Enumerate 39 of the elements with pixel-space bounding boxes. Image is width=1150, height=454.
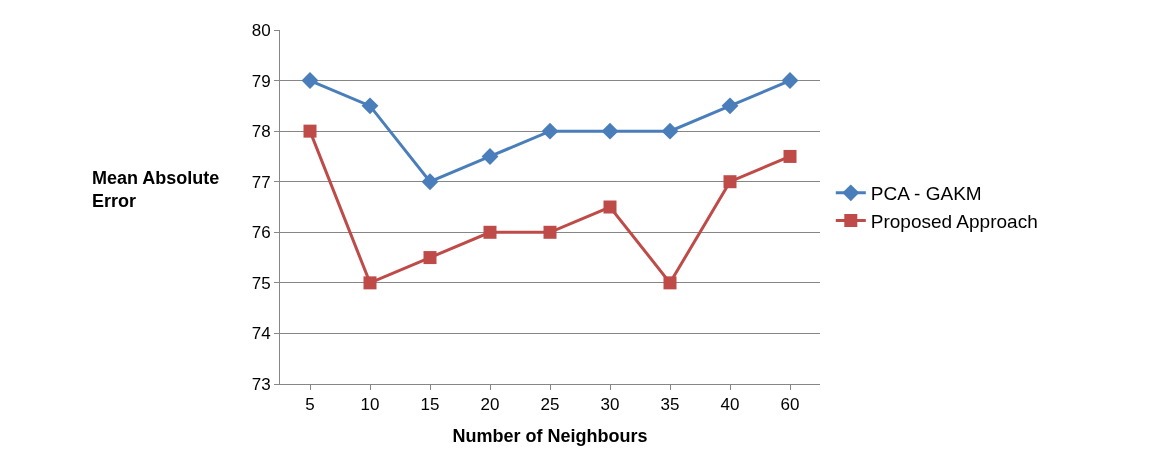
point bbox=[543, 225, 557, 239]
y-tick-label: 74 bbox=[251, 324, 271, 344]
y-tick-label: 78 bbox=[251, 122, 271, 142]
y-tick-label: 76 bbox=[251, 223, 271, 243]
x-tick-label: 15 bbox=[420, 395, 440, 415]
y-tick-label: 77 bbox=[251, 172, 271, 192]
point bbox=[783, 149, 797, 163]
point bbox=[721, 97, 739, 115]
x-tick-label: 35 bbox=[660, 395, 680, 415]
point bbox=[663, 276, 677, 290]
point bbox=[421, 173, 439, 191]
point bbox=[301, 72, 319, 90]
point bbox=[603, 200, 617, 214]
point bbox=[601, 122, 619, 140]
point bbox=[363, 276, 377, 290]
y-tick-label: 80 bbox=[251, 20, 271, 40]
legend-label: PCA - GAKM bbox=[870, 183, 982, 205]
legend-label: Proposed Approach bbox=[870, 210, 1038, 232]
point bbox=[481, 147, 499, 165]
point bbox=[723, 175, 737, 189]
point bbox=[541, 122, 559, 140]
x-tick-label: 30 bbox=[600, 395, 620, 415]
y-tick-label: 75 bbox=[251, 273, 271, 293]
y-tick-label: 79 bbox=[251, 71, 271, 91]
y-tick-label: 73 bbox=[251, 374, 271, 394]
x-tick-label: 40 bbox=[720, 395, 740, 415]
point bbox=[661, 122, 679, 140]
x-axis-title: Number of Neighbours bbox=[452, 425, 648, 446]
x-tick-label: 25 bbox=[540, 395, 560, 415]
x-tick-label: 20 bbox=[480, 395, 500, 415]
y-axis-title: Mean Absolute Error bbox=[92, 168, 220, 212]
x-tick-label: 5 bbox=[305, 395, 315, 415]
x-tick-label: 10 bbox=[360, 395, 380, 415]
x-tick-label: 60 bbox=[780, 395, 800, 415]
point bbox=[303, 124, 317, 138]
point bbox=[423, 251, 437, 265]
point bbox=[483, 225, 497, 239]
point bbox=[781, 72, 799, 90]
point bbox=[361, 97, 379, 115]
